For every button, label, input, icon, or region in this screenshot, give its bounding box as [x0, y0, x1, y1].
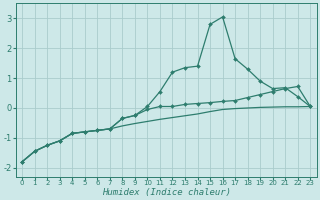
X-axis label: Humidex (Indice chaleur): Humidex (Indice chaleur)	[102, 188, 231, 197]
